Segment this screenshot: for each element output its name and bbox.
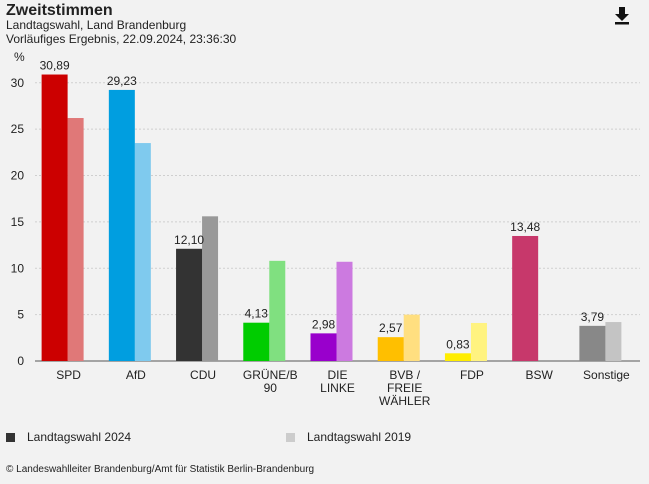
x-tick-label: FREIE <box>387 381 422 395</box>
data-label: 29,23 <box>107 74 137 88</box>
y-tick-label: 0 <box>17 354 24 368</box>
bar-2024 <box>512 235 539 361</box>
y-tick-label: 20 <box>11 169 25 183</box>
legend-item-2019[interactable]: Landtagswahl 2019 <box>286 430 411 444</box>
result-status: Vorläufiges Ergebnis, 22.09.2024, 23:36:… <box>6 32 237 46</box>
legend-label-2019: Landtagswahl 2019 <box>307 430 412 444</box>
x-tick-label: LINKE <box>320 381 355 395</box>
y-tick-label: 10 <box>11 261 25 275</box>
x-tick-label: GRÜNE/B <box>243 368 298 382</box>
bar-2019 <box>470 322 487 361</box>
x-tick-label: WÄHLER <box>379 394 431 408</box>
legend-swatch-2019 <box>286 432 295 442</box>
bar-2024 <box>579 325 606 361</box>
bar-2024 <box>310 333 337 361</box>
data-label: 4,13 <box>245 307 269 321</box>
y-tick-label: 15 <box>11 215 25 229</box>
x-tick-label: 90 <box>264 381 278 395</box>
bar-2024 <box>444 353 471 361</box>
bar-2019 <box>269 260 286 361</box>
bar-2024 <box>41 74 68 361</box>
bar-2024 <box>243 322 270 361</box>
legend-swatch-2024 <box>6 432 15 442</box>
x-tick-label: Sonstige <box>583 368 630 382</box>
x-tick-label: DIE <box>327 368 347 382</box>
x-tick-label: AfD <box>126 368 146 382</box>
chart-subtitle: Landtagswahl, Land Brandenburg <box>6 18 187 32</box>
chart-title: Zweitstimmen <box>6 2 113 19</box>
bar-2019 <box>605 322 622 361</box>
x-tick-label: BSW <box>525 368 553 382</box>
legend-label-2024: Landtagswahl 2024 <box>27 430 132 444</box>
data-label: 2,57 <box>379 321 403 335</box>
x-tick-label: FDP <box>460 368 484 382</box>
x-tick-label: BVB / <box>389 368 420 382</box>
y-tick-label: 30 <box>11 76 25 90</box>
x-tick-label: CDU <box>190 368 216 382</box>
legend-item-2024[interactable]: Landtagswahl 2024 <box>6 430 131 444</box>
y-axis-unit: % <box>14 50 25 64</box>
data-label: 12,10 <box>174 233 204 247</box>
data-label: 13,48 <box>510 220 540 234</box>
data-label: 0,83 <box>446 337 470 351</box>
data-label: 2,98 <box>312 317 336 331</box>
bar-2019 <box>202 216 219 361</box>
bar-2019 <box>403 314 420 361</box>
bar-2019 <box>336 261 353 361</box>
y-tick-label: 5 <box>17 308 24 322</box>
y-tick-label: 25 <box>11 122 25 136</box>
download-icon[interactable] <box>612 6 632 26</box>
bar-chart: % 0 5 10 15 20 25 30 30,89 SPD 29,23 AfD 12,10 CDU 4,1… <box>11 50 640 408</box>
data-label: 30,89 <box>40 59 70 73</box>
bar-2019 <box>134 143 151 361</box>
data-label: 3,79 <box>581 310 605 324</box>
bar-2024 <box>377 337 404 361</box>
bar-2024 <box>176 248 203 361</box>
x-tick-label: SPD <box>56 368 81 382</box>
source-note: © Landeswahlleiter Brandenburg/Amt für S… <box>6 464 315 475</box>
bar-2024 <box>108 89 135 362</box>
bar-2019 <box>67 118 84 361</box>
